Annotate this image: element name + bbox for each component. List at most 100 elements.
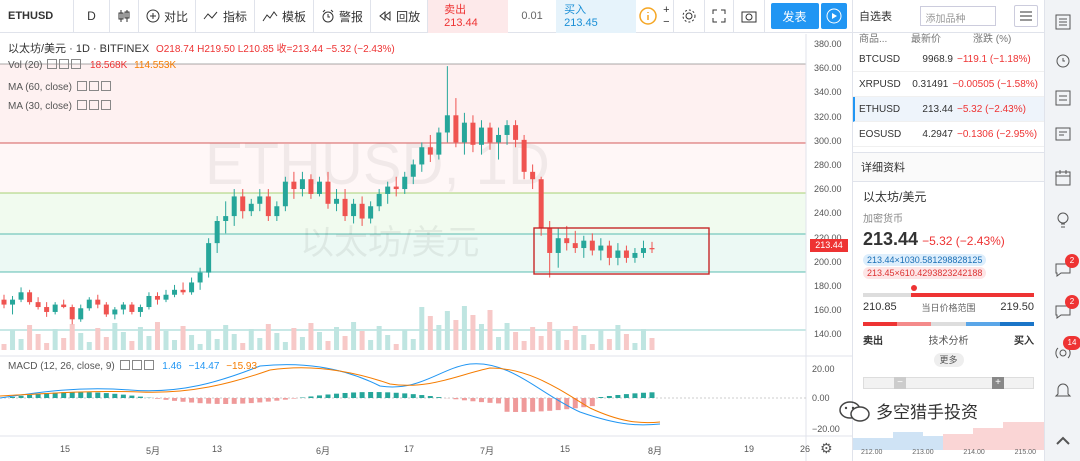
close-icon[interactable] bbox=[100, 100, 111, 110]
close-icon[interactable] bbox=[100, 81, 111, 91]
buy-button[interactable]: 买入 213.45 bbox=[556, 0, 637, 33]
more-button[interactable]: 更多 bbox=[933, 353, 964, 367]
settings-icon[interactable] bbox=[88, 100, 99, 110]
watchlist-row[interactable]: XRPUSD 0.31491 −0.00505 (−1.58%) bbox=[853, 72, 1044, 97]
visibility-icon[interactable] bbox=[76, 81, 87, 91]
chart-style-button[interactable] bbox=[110, 0, 139, 33]
chart-watermark-name: 以太坊/美元 bbox=[300, 224, 479, 262]
col-last[interactable]: 最新价 bbox=[911, 34, 941, 45]
candle-body bbox=[496, 134, 502, 143]
axis-settings-icon[interactable]: ⚙ bbox=[820, 440, 833, 456]
technical-labels: 卖出 技术分析 买入 bbox=[863, 332, 1034, 347]
info-button[interactable] bbox=[636, 0, 660, 33]
alarm-icon[interactable] bbox=[1053, 50, 1073, 70]
fullscreen-button[interactable] bbox=[705, 0, 734, 33]
plus-icon[interactable]: + bbox=[992, 377, 1004, 389]
volume-bar bbox=[555, 331, 561, 350]
details-type: 加密货币 bbox=[863, 214, 903, 225]
settings-icon[interactable] bbox=[59, 59, 70, 69]
visibility-icon[interactable] bbox=[47, 59, 58, 69]
watchlist-title: 自选表 bbox=[859, 11, 892, 23]
macd-legend[interactable]: MACD (12, 26, close, 9) 1.46 −14.47 −15.… bbox=[8, 360, 257, 372]
close-icon[interactable] bbox=[71, 59, 82, 69]
zoom-out-icon[interactable]: − bbox=[663, 16, 670, 28]
ta-label[interactable]: 技术分析 bbox=[928, 336, 969, 347]
volume-bar bbox=[27, 325, 33, 350]
price-tick-label: 300.00 bbox=[814, 135, 842, 146]
minus-icon[interactable]: − bbox=[894, 377, 906, 389]
row-last: 0.31491 bbox=[912, 78, 949, 90]
candle-body bbox=[402, 176, 408, 190]
ma30-legend[interactable]: MA (30, close) bbox=[8, 100, 111, 112]
candle-body bbox=[257, 196, 263, 204]
volume-bars bbox=[1, 306, 655, 350]
snapshot-button[interactable] bbox=[734, 0, 765, 33]
volume-bar bbox=[189, 335, 195, 350]
macd-bar bbox=[18, 395, 24, 398]
candle-body bbox=[623, 250, 629, 258]
volume-bar bbox=[351, 322, 357, 350]
macd-bar bbox=[436, 397, 442, 398]
chart-area[interactable]: ETHUSD, 1D 以太坊/美元 以太坊/美元 · 1D · BITFINEX… bbox=[0, 34, 852, 461]
add-symbol-input[interactable]: 添加品种 bbox=[920, 6, 996, 26]
candle-body bbox=[470, 122, 476, 145]
row-change: −0.00505 (−1.58%) bbox=[952, 78, 1038, 90]
lightbulb-icon[interactable] bbox=[1053, 210, 1073, 230]
calendar-icon[interactable] bbox=[1053, 168, 1073, 188]
play-button[interactable] bbox=[820, 3, 847, 29]
price-chart[interactable]: ETHUSD, 1D 以太坊/美元 bbox=[0, 34, 852, 461]
volume-bar bbox=[359, 331, 365, 350]
macd-bar bbox=[27, 394, 33, 398]
collapse-panel-icon[interactable] bbox=[1053, 430, 1073, 450]
volume-bar bbox=[640, 329, 646, 350]
visibility-icon[interactable] bbox=[76, 100, 87, 110]
col-symbol[interactable]: 商品... bbox=[859, 34, 888, 45]
alert-button[interactable]: 警报 bbox=[314, 0, 372, 33]
data-window-icon[interactable] bbox=[1053, 88, 1073, 108]
bell-icon[interactable] bbox=[1053, 380, 1073, 400]
details-body: 以太坊/美元 加密货币 213.44 −5.32 (−2.43%) 213.44×… bbox=[853, 182, 1044, 395]
indicators-button[interactable]: 指标 bbox=[196, 0, 256, 33]
watchlist-row-active[interactable]: ETHUSD 213.44 −5.32 (−2.43%) bbox=[853, 97, 1044, 122]
details-change: −5.32 (−2.43%) bbox=[922, 234, 1005, 248]
macd-bar bbox=[530, 398, 536, 412]
volume-bar bbox=[172, 340, 178, 350]
zoom-in-icon[interactable]: + bbox=[663, 4, 670, 16]
settings-icon[interactable] bbox=[88, 81, 99, 91]
depth-zoom-slider[interactable]: − + bbox=[863, 377, 1034, 389]
interval-button[interactable]: D bbox=[74, 0, 110, 33]
details-header: 详细资料 bbox=[853, 152, 1044, 182]
publish-button[interactable]: 发表 bbox=[770, 3, 819, 29]
ma60-legend[interactable]: MA (60, close) bbox=[8, 81, 111, 93]
watchlist-row[interactable]: BTCUSD 9968.9 −119.1 (−1.18%) bbox=[853, 47, 1044, 72]
visibility-icon[interactable] bbox=[119, 360, 130, 370]
volume-bar bbox=[129, 341, 135, 350]
settings-button[interactable] bbox=[674, 0, 705, 33]
last-price-tag: 213.44 bbox=[810, 239, 848, 252]
col-change[interactable]: 涨跌 (%) bbox=[973, 34, 1012, 45]
chart-title[interactable]: 以太坊/美元 · 1D · BITFINEX bbox=[8, 43, 150, 55]
sell-button[interactable]: 卖出 213.44 bbox=[428, 0, 509, 33]
candle-body bbox=[112, 309, 118, 315]
settings-icon[interactable] bbox=[131, 360, 142, 370]
compare-button[interactable]: 对比 bbox=[139, 0, 197, 33]
volume-legend[interactable]: Vol (20) 18.568K 114.553K bbox=[8, 59, 176, 71]
close-icon[interactable] bbox=[143, 360, 154, 370]
day-range-labels: 210.85 当日价格范围 219.50 bbox=[863, 301, 1034, 314]
watchlist-icon[interactable] bbox=[1053, 12, 1073, 32]
macd-bar bbox=[598, 397, 604, 398]
macd-bar bbox=[206, 398, 212, 404]
macd-bar bbox=[589, 398, 595, 407]
volume-bar bbox=[547, 322, 553, 350]
candle-body bbox=[342, 198, 348, 217]
candle-body bbox=[478, 127, 484, 145]
watchlist-row[interactable]: EOSUSD 4.2947 −0.1306 (−2.95%) bbox=[853, 122, 1044, 147]
ta-buy: 买入 bbox=[1014, 336, 1034, 347]
macd-bar bbox=[78, 392, 84, 398]
templates-button[interactable]: 模板 bbox=[255, 0, 315, 33]
details-name: 以太坊/美元 bbox=[863, 190, 927, 204]
symbol-search-input[interactable]: ETHUSD bbox=[0, 0, 74, 33]
watchlist-menu-button[interactable] bbox=[1013, 5, 1038, 27]
replay-button[interactable]: 回放 bbox=[371, 0, 429, 33]
news-icon[interactable] bbox=[1053, 124, 1073, 144]
